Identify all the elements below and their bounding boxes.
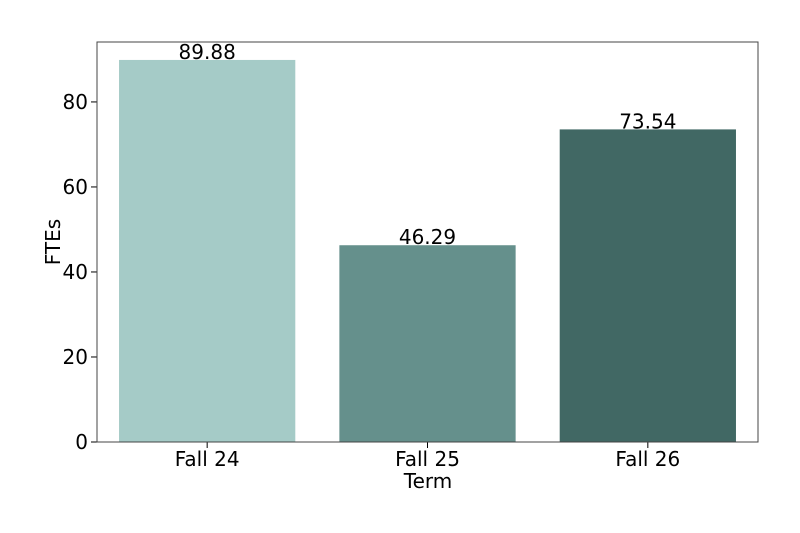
x-axis-label: Term <box>403 469 452 493</box>
y-axis-label: FTEs <box>41 219 65 265</box>
x-tick-label: Fall 25 <box>395 447 460 471</box>
x-tick-label: Fall 24 <box>175 447 240 471</box>
y-tick-label: 80 <box>63 90 88 114</box>
data-label: 73.54 <box>619 109 676 133</box>
y-tick-label: 20 <box>63 345 88 369</box>
data-label: 46.29 <box>399 225 456 249</box>
bar <box>119 59 296 443</box>
y-tick-label: 40 <box>63 260 88 284</box>
y-tick-label: 0 <box>75 430 88 454</box>
plot-frame <box>96 41 759 443</box>
x-tick-label: Fall 26 <box>615 447 680 471</box>
y-tick-label: 60 <box>63 175 88 199</box>
bar <box>559 129 736 442</box>
data-label: 89.88 <box>179 40 236 64</box>
bar <box>339 245 516 442</box>
